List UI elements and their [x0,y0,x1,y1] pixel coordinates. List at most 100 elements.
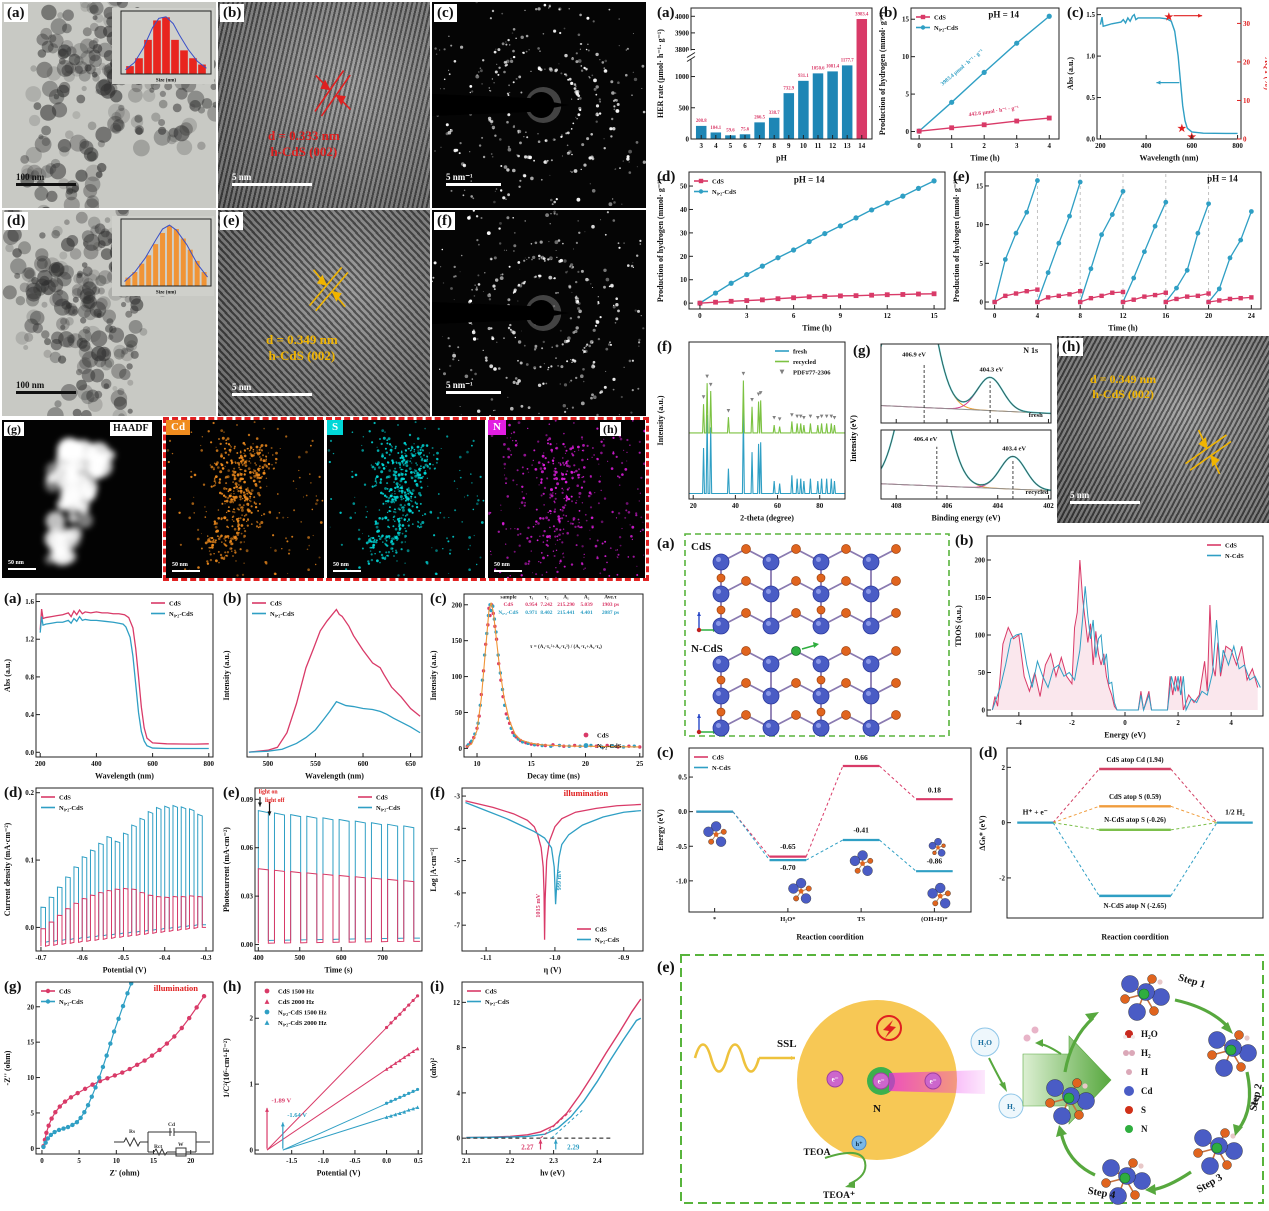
svg-text:(a): (a) [657,5,675,21]
svg-text:10: 10 [113,1157,121,1165]
panel-label-e: (e) [220,212,243,230]
svg-text:Production of hydrogen (mmol·: Production of hydrogen (mmol· g⁻¹) [878,12,887,136]
svg-text:Time (h): Time (h) [1108,324,1138,333]
svg-text:CdS: CdS [597,733,609,740]
svg-text:h⁺: h⁺ [855,1141,863,1148]
equivalent-circuit-inset: Rs Cd Rct W [112,1118,212,1162]
svg-text:CdS: CdS [169,601,181,608]
panel-label-a: (a) [4,4,28,22]
svg-text:2.29: 2.29 [567,1143,580,1151]
svg-text:1.5: 1.5 [1086,11,1095,19]
svg-text:200: 200 [452,601,463,609]
svg-text:1177.7: 1177.7 [841,59,855,64]
svg-text:215.290: 215.290 [557,602,575,608]
svg-text:800: 800 [1232,142,1243,150]
svg-text:13: 13 [844,142,852,150]
svg-text:3900: 3900 [675,29,690,37]
svg-text:-6: -6 [454,889,460,897]
tdos-chart: -4 -2 0 2 4 0 50 100 150 200 Energy (eV) TDOS (a.u.… [953,530,1269,740]
svg-text:e⁻: e⁻ [930,1078,937,1086]
svg-text:(h): (h) [223,979,241,995]
svg-text:12: 12 [884,312,892,320]
svg-text:N₀.₂-CdS: N₀.₂-CdS [597,743,622,750]
svg-text:8: 8 [457,1044,461,1052]
saed-image-f [432,210,646,416]
svg-text:AQY (%): AQY (%) [1263,57,1267,90]
svg-text:TS: TS [857,916,865,923]
panel-label-b: (b) [220,4,245,22]
scalebar-f: 5 nm⁻¹ [446,380,501,394]
svg-text:N₀.₂-CdS: N₀.₂-CdS [270,611,295,618]
svg-text:(e): (e) [953,169,970,185]
svg-text:80: 80 [816,502,824,510]
svg-text:0.8: 0.8 [25,673,34,681]
svg-text:402: 402 [1043,502,1054,510]
svg-text:5.039: 5.039 [581,602,593,608]
svg-text:N: N [873,1103,881,1115]
svg-text:η (V): η (V) [544,966,562,975]
svg-text:-0.5: -0.5 [676,843,688,851]
svg-text:500: 500 [295,954,306,962]
svg-text:Z' (ohm): Z' (ohm) [110,1169,140,1178]
panel-label-h: (h) [600,422,621,436]
svg-text:0.03: 0.03 [241,893,254,901]
svg-text:3: 3 [699,142,703,150]
svg-text:30: 30 [1243,20,1251,28]
svg-text:400: 400 [253,954,264,962]
svg-text:-0.5: -0.5 [349,1157,361,1165]
svg-text:0.4: 0.4 [25,711,34,719]
svg-text:Reaction coordition: Reaction coordition [1101,933,1169,942]
svg-text:recycled: recycled [1026,489,1049,496]
scalebar-a: 100 nm [16,172,76,186]
svg-text:25: 25 [636,760,644,768]
svg-text:12: 12 [829,142,837,150]
svg-text:30: 30 [680,229,688,237]
svg-text:H₂: H₂ [1141,1048,1151,1058]
svg-text:8.402: 8.402 [540,610,552,616]
svg-text:0.5: 0.5 [678,774,687,782]
svg-text:Potential (V): Potential (V) [317,1169,361,1178]
svg-text:12: 12 [453,999,461,1007]
svg-text:0: 0 [459,745,463,753]
svg-text:CdS: CdS [504,602,514,608]
svg-text:N₀.₂-CdS: N₀.₂-CdS [712,189,737,196]
svg-text:(c): (c) [430,591,447,607]
svg-text:0.06: 0.06 [241,844,254,852]
svg-text:Ave.τ: Ave.τ [604,594,617,600]
svg-text:0.66: 0.66 [855,753,868,762]
svg-text:(e): (e) [223,785,240,801]
svg-text:15: 15 [528,760,536,768]
svg-text:-1.0: -1.0 [549,954,561,962]
svg-text:pH = 14: pH = 14 [988,10,1019,20]
svg-text:400: 400 [1141,142,1152,150]
svg-text:0: 0 [980,299,984,307]
svg-text:pH: pH [776,154,787,163]
svg-text:CdS: CdS [595,927,607,934]
svg-text:266.5: 266.5 [754,116,765,121]
svg-text:Energy (eV): Energy (eV) [656,809,665,851]
svg-text:3983.4 μmol · h⁻¹ · g⁻¹: 3983.4 μmol · h⁻¹ · g⁻¹ [940,48,985,87]
svg-text:light off: light off [265,798,285,804]
svg-text:N₀.₂-CdS: N₀.₂-CdS [376,805,401,812]
svg-text:732.9: 732.9 [783,86,794,91]
svg-text:TEOA⁺: TEOA⁺ [823,1191,855,1201]
svg-text:59.6: 59.6 [726,129,735,134]
uvvis-chart: 200 400 600 800 0.0 0.4 0.8 1.2 1.6 Wavelength (n… [2,588,219,781]
svg-text:(OH+H)*: (OH+H)* [921,916,947,923]
svg-text:Production of hydrogen (mmol·: Production of hydrogen (mmol· g⁻¹) [656,179,665,303]
svg-text:-0.7: -0.7 [35,954,47,962]
svg-text:-0.41: -0.41 [853,825,869,834]
svg-text:-1.0: -1.0 [676,877,688,885]
svg-text:CdS: CdS [376,795,388,802]
svg-text:50: 50 [455,709,463,717]
svg-text:CdS 2000 Hz: CdS 2000 Hz [278,999,314,1006]
svg-text:(c): (c) [657,745,674,761]
svg-text:Size (nm): Size (nm) [156,291,176,296]
svg-text:3800: 3800 [675,46,690,54]
svg-text:(d): (d) [657,169,675,185]
svg-text:0.0: 0.0 [25,924,34,932]
svg-text:-1.64 V: -1.64 V [287,1112,307,1119]
svg-text:4: 4 [1047,142,1051,150]
svg-text:Step 1: Step 1 [1177,972,1207,990]
